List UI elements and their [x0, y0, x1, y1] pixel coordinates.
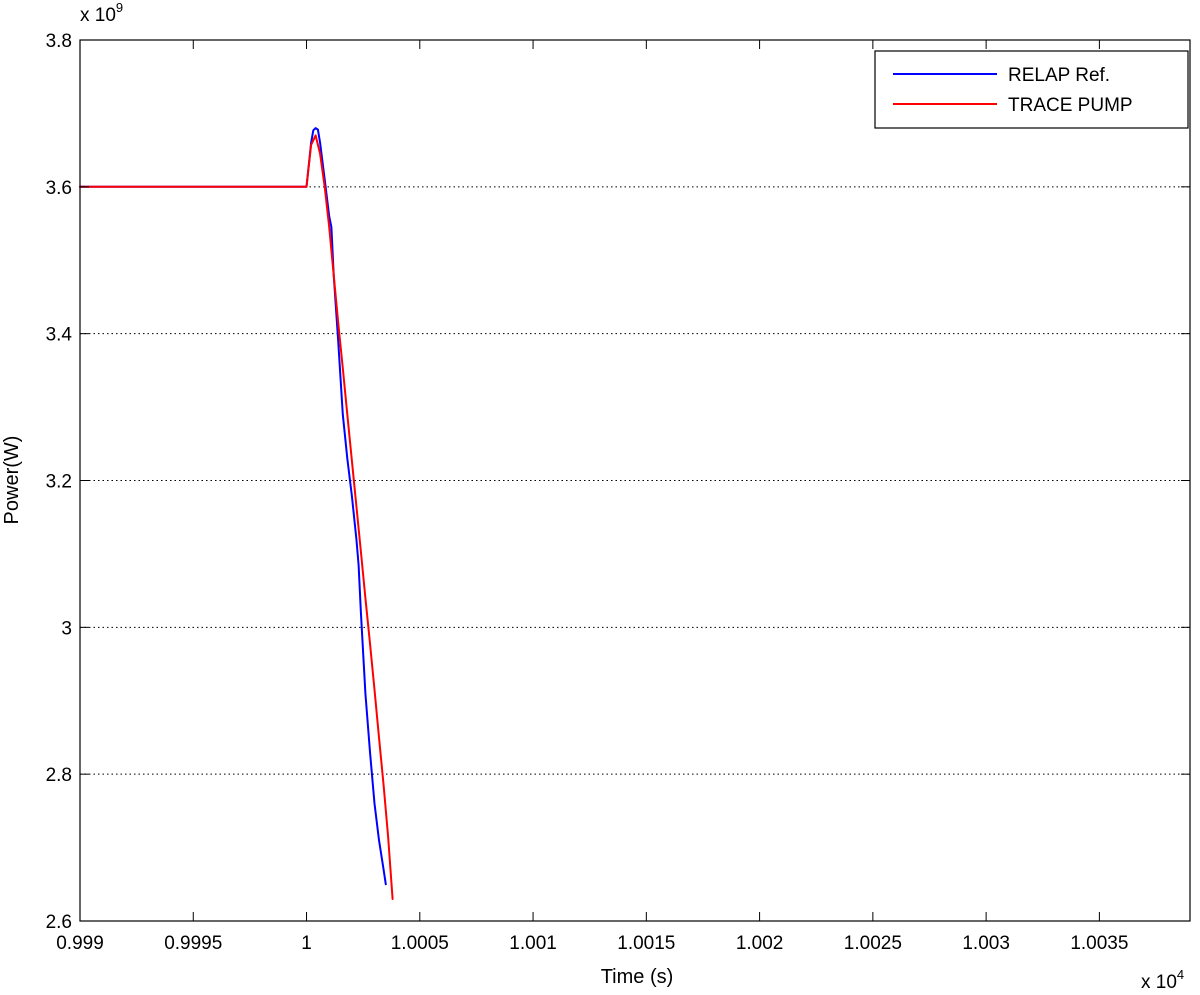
series-line-trace-pump — [79, 134, 394, 900]
x-tick-label: 1.0025 — [844, 933, 902, 954]
y-exponent-power: 9 — [116, 0, 123, 15]
legend-box — [874, 50, 1189, 129]
x-tick-label: 1.001 — [509, 933, 557, 954]
x-tick-label: 1.0035 — [1070, 933, 1128, 954]
x-tick-label: 1 — [301, 933, 312, 954]
y-tick-label: 3.6 — [46, 178, 72, 199]
grid — [80, 186, 1190, 775]
x-tick-label: 1.002 — [736, 933, 784, 954]
y-tick-label: 3.4 — [46, 325, 73, 346]
ticks: 2.6 2.8 3 3.2 3.4 3.6 3.8 0.999 0.9995 1 1.0005 1.0… — [46, 31, 1190, 954]
y-tick-label: 3.8 — [46, 31, 72, 52]
x-tick-label: 0.9995 — [164, 933, 222, 954]
y-tick-label: 3.2 — [46, 472, 72, 493]
series-lines — [79, 127, 394, 900]
legend-label-relap: RELAP Ref. — [1008, 65, 1110, 86]
x-tick-label: 1.0015 — [617, 933, 675, 954]
x-tick-label: 1.0005 — [391, 933, 449, 954]
legend: RELAP Ref. TRACE PUMP — [874, 50, 1189, 129]
legend-label-trace: TRACE PUMP — [1008, 95, 1133, 116]
series-line-relap-ref — [79, 127, 387, 886]
x-exponent-base: x 10 — [1141, 972, 1177, 993]
x-tick-label: 1.003 — [962, 933, 1010, 954]
x-exponent-label: x 104 — [1141, 967, 1184, 993]
y-exponent-base: x 10 — [80, 5, 116, 26]
x-tick-label: 0.999 — [56, 933, 104, 954]
y-exponent-label: x 109 — [80, 0, 123, 26]
y-tick-label: 2.8 — [46, 765, 72, 786]
x-axis-title: Time (s) — [601, 966, 674, 988]
x-exponent-power: 4 — [1177, 967, 1184, 982]
y-tick-label: 2.6 — [46, 912, 72, 933]
y-axis-title: Power(W) — [1, 436, 23, 525]
y-tick-label: 3 — [61, 618, 72, 639]
